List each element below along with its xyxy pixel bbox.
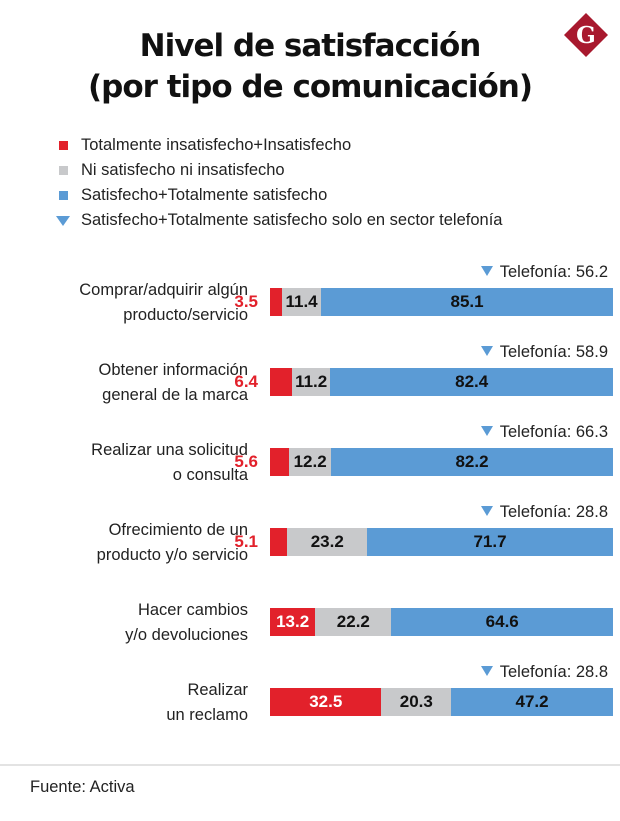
triangle-down-icon — [480, 666, 493, 676]
category-label-line: Obtener información — [98, 361, 249, 379]
category-label-line: y/o devoluciones — [125, 626, 248, 644]
bar-segment-dissatisfied — [270, 288, 282, 316]
bar-segment-neutral: 22.2 — [315, 608, 392, 636]
source-note: Fuente: Activa — [30, 778, 135, 796]
category-label: Realizar un reclamo — [166, 678, 248, 728]
category-label: Realizar una solicitud o consulta — [91, 438, 248, 488]
data-label: 82.2 — [455, 452, 489, 471]
footer-divider — [0, 764, 620, 766]
data-label: 71.7 — [473, 532, 507, 551]
telefonia-value: Telefonía: 28.8 — [499, 663, 608, 681]
legend-swatch-blue — [59, 191, 68, 200]
legend-item-telefonia: Satisfecho+Totalmente satisfecho solo en… — [55, 208, 502, 233]
category-label-line: Ofrecimiento de un — [108, 521, 248, 539]
category-label-line: un reclamo — [166, 706, 248, 724]
telefonia-annotation: Telefonía: 66.3 — [480, 422, 608, 442]
category-label: Ofrecimiento de un producto y/o servicio — [97, 518, 248, 568]
logo-diamond — [564, 13, 608, 57]
data-label: 85.1 — [450, 292, 484, 311]
triangle-down-icon — [480, 266, 493, 276]
category-label-line: general de la marca — [102, 386, 248, 404]
legend-item-dissatisfied: Totalmente insatisfecho+Insatisfecho — [55, 133, 502, 158]
triangle-down-icon — [480, 426, 493, 436]
bar-segment-neutral: 11.2 — [291, 368, 331, 396]
category-label-line: Realizar una solicitud — [91, 441, 248, 459]
category-label-line: o consulta — [172, 466, 248, 484]
bar-segment-neutral: 23.2 — [287, 528, 368, 556]
data-label: 11.4 — [285, 292, 318, 311]
telefonia-value: Telefonía: 56.2 — [499, 263, 608, 281]
data-label: 32.5 — [309, 692, 343, 711]
data-label: 13.2 — [276, 612, 310, 631]
category-label-line: producto y/o servicio — [96, 546, 248, 564]
data-label: 23.2 — [310, 532, 344, 551]
legend-label: Satisfecho+Totalmente satisfecho solo en… — [81, 211, 503, 229]
category-label: Obtener información general de la marca — [99, 358, 249, 408]
legend-item-neutral: Ni satisfecho ni insatisfecho — [55, 158, 502, 183]
legend-label: Satisfecho+Totalmente satisfecho — [81, 186, 328, 204]
bar-segment-dissatisfied — [270, 528, 288, 556]
category-label-line: Realizar — [187, 681, 248, 699]
bar-segment-dissatisfied: 13.2 — [270, 608, 316, 636]
category-label-line: Comprar/adquirir algún — [79, 281, 248, 299]
bar-segment-satisfied: 64.6 — [391, 608, 613, 636]
bar-segment-satisfied: 82.2 — [331, 448, 613, 476]
telefonia-value: Telefonía: 28.8 — [499, 503, 608, 521]
category-label-line: producto/servicio — [123, 306, 248, 324]
category-label: Comprar/adquirir algún producto/servicio — [79, 278, 248, 328]
data-label-outside: 5.6 — [234, 452, 258, 471]
telefonia-value: Telefonía: 58.9 — [499, 343, 608, 361]
data-label: 20.3 — [399, 692, 433, 711]
bar-segment-satisfied: 82.4 — [330, 368, 613, 396]
bar-segment-satisfied: 47.2 — [451, 688, 613, 716]
data-label: 12.2 — [293, 452, 327, 471]
legend-swatch-red — [59, 141, 68, 150]
triangle-down-icon — [56, 216, 70, 226]
bar-segment-satisfied: 71.7 — [367, 528, 613, 556]
legend-item-satisfied: Satisfecho+Totalmente satisfecho — [55, 183, 502, 208]
bar-segment-satisfied: 85.1 — [321, 288, 613, 316]
telefonia-value: Telefonía: 66.3 — [499, 423, 608, 441]
telefonia-annotation: Telefonía: 28.8 — [480, 662, 608, 682]
data-label: 64.6 — [485, 612, 519, 631]
telefonia-annotation: Telefonía: 28.8 — [480, 502, 608, 522]
telefonia-annotation: Telefonía: 56.2 — [480, 262, 608, 282]
bar-segment-dissatisfied — [270, 448, 290, 476]
data-label-outside: 3.5 — [234, 292, 258, 311]
chart-title-line2: (por tipo de comunicación) — [87, 69, 533, 105]
logo-letter: G — [576, 22, 596, 49]
bar-segment-neutral: 12.2 — [289, 448, 332, 476]
bar-segment-dissatisfied — [270, 368, 292, 396]
bar-segment-dissatisfied: 32.5 — [270, 688, 382, 716]
data-label-outside: 5.1 — [234, 532, 258, 551]
brand-logo-icon: G — [564, 13, 608, 57]
data-label: 11.2 — [295, 372, 328, 391]
data-label: 82.4 — [455, 372, 489, 391]
bar-segment-neutral: 20.3 — [381, 688, 452, 716]
legend-label: Totalmente insatisfecho+Insatisfecho — [81, 136, 352, 154]
category-label: Hacer cambios y/o devoluciones — [125, 598, 248, 648]
data-label: 47.2 — [515, 692, 549, 711]
telefonia-annotation: Telefonía: 58.9 — [480, 342, 608, 362]
triangle-down-icon — [480, 346, 493, 356]
chart-legend: Totalmente insatisfecho+Insatisfecho Ni … — [55, 133, 502, 233]
chart-title-line1: Nivel de satisfacción — [139, 28, 482, 64]
legend-label: Ni satisfecho ni insatisfecho — [81, 161, 285, 179]
data-label-outside: 6.4 — [234, 372, 258, 391]
bar-segment-neutral: 11.4 — [282, 288, 322, 316]
legend-swatch-grey — [59, 166, 68, 175]
triangle-down-icon — [480, 506, 493, 516]
category-label-line: Hacer cambios — [137, 601, 248, 619]
data-label: 22.2 — [336, 612, 370, 631]
